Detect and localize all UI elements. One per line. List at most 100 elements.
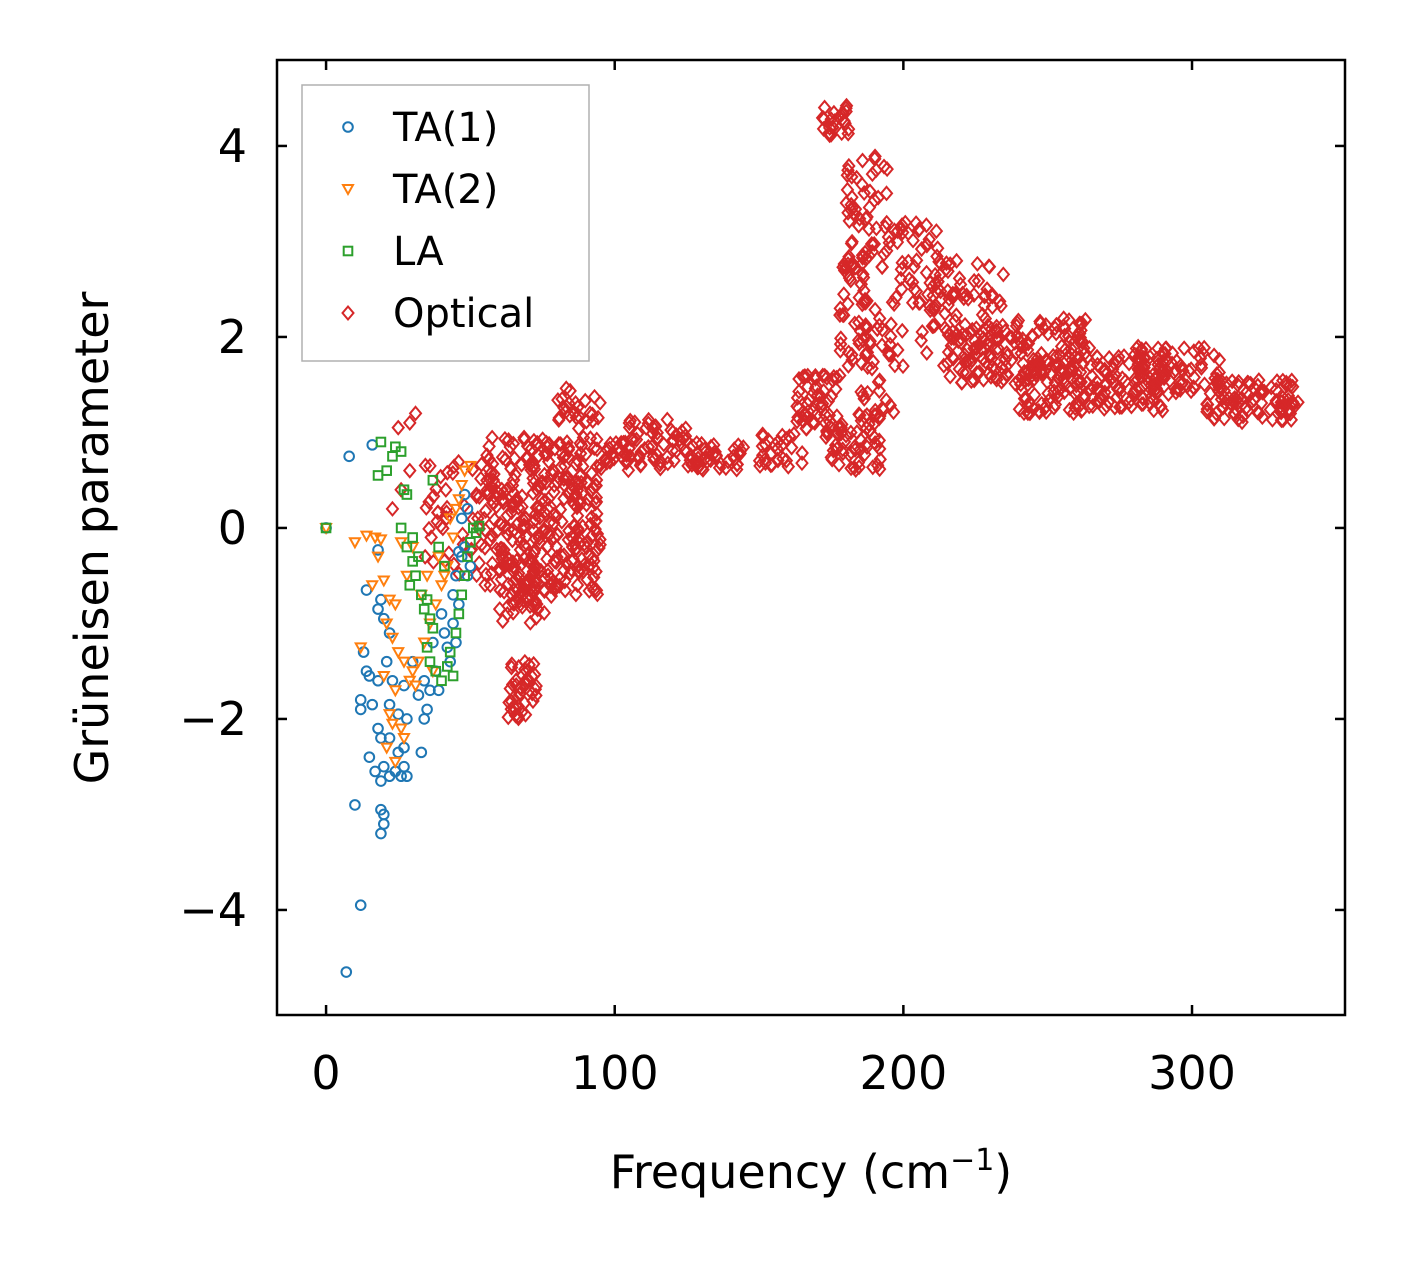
data-point [447, 670, 459, 682]
data-point [623, 448, 637, 465]
data-point [572, 529, 586, 546]
data-point [1209, 375, 1224, 392]
data-point [614, 434, 629, 451]
series-optical [385, 97, 1305, 727]
data-point [958, 353, 973, 370]
data-point [397, 656, 411, 669]
data-point [518, 706, 533, 723]
data-point [883, 328, 898, 345]
data-point [379, 618, 394, 631]
data-point [1196, 345, 1210, 362]
data-point [1286, 395, 1300, 412]
data-point [878, 219, 893, 236]
data-point [446, 532, 460, 545]
data-point [495, 491, 510, 508]
data-point [408, 680, 423, 693]
data-point [340, 966, 353, 978]
data-point [401, 489, 413, 500]
data-point [844, 168, 859, 185]
data-point [412, 689, 425, 701]
data-point [876, 401, 891, 418]
data-point [879, 214, 894, 231]
series-ta-1 [320, 439, 477, 978]
data-point [415, 746, 428, 759]
data-point [1071, 349, 1086, 366]
data-point [401, 770, 413, 783]
data-point [971, 272, 986, 289]
data-point [828, 381, 843, 398]
data-point [853, 431, 868, 448]
data-point [830, 424, 845, 441]
data-point [907, 258, 921, 275]
data-point [550, 577, 564, 594]
data-point [455, 479, 469, 493]
data-point [529, 579, 543, 596]
data-point [478, 576, 492, 593]
data-point [473, 520, 485, 532]
data-point [413, 551, 424, 562]
data-point [516, 579, 531, 596]
data-point [729, 461, 744, 478]
data-point [506, 574, 521, 591]
data-point [527, 522, 541, 539]
data-point [1157, 368, 1171, 385]
data-point [841, 357, 856, 374]
data-point [363, 670, 376, 682]
data-point [1173, 357, 1188, 374]
data-point [890, 341, 905, 359]
data-point [1098, 362, 1113, 379]
data-point [1239, 384, 1254, 401]
data-point [1062, 312, 1076, 329]
data-point [430, 513, 444, 530]
data-point [589, 543, 603, 560]
data-point [871, 373, 886, 391]
data-point [1132, 348, 1146, 365]
data-point [436, 675, 447, 687]
data-point [988, 361, 1003, 378]
data-point [400, 570, 414, 583]
data-point [860, 292, 874, 309]
data-point [799, 406, 813, 423]
data-point [517, 516, 531, 534]
data-point [1236, 408, 1250, 425]
data-point [378, 760, 390, 773]
data-point [537, 604, 552, 621]
data-point [1134, 342, 1149, 360]
data-point [511, 710, 526, 727]
data-point [1061, 328, 1076, 345]
data-point [349, 799, 361, 811]
data-point [593, 536, 607, 553]
data-point [909, 252, 924, 269]
data-point [439, 560, 450, 572]
data-point [542, 514, 557, 531]
data-point [1251, 377, 1265, 394]
data-point [408, 405, 423, 422]
data-point [830, 441, 844, 458]
data-point [589, 431, 604, 448]
data-point [984, 350, 999, 368]
legend-item: TA(2) [341, 167, 498, 213]
data-point [753, 457, 767, 474]
data-point [939, 261, 953, 278]
data-point [1026, 328, 1040, 345]
legend-marker [341, 304, 355, 322]
data-point [543, 498, 558, 515]
data-point [833, 300, 848, 317]
data-point [706, 436, 721, 454]
data-point [688, 455, 703, 472]
data-point [447, 458, 461, 475]
data-point [887, 296, 901, 313]
data-point [835, 441, 850, 458]
data-point [418, 457, 433, 474]
data-point [887, 222, 902, 239]
data-point [469, 488, 484, 505]
data-point [895, 322, 910, 339]
data-point [482, 438, 496, 455]
data-point [1144, 381, 1159, 398]
data-point [1074, 322, 1088, 339]
data-point [1058, 341, 1073, 358]
data-point [929, 223, 944, 240]
data-point [589, 489, 604, 506]
data-point [320, 522, 332, 534]
data-point [826, 442, 841, 459]
